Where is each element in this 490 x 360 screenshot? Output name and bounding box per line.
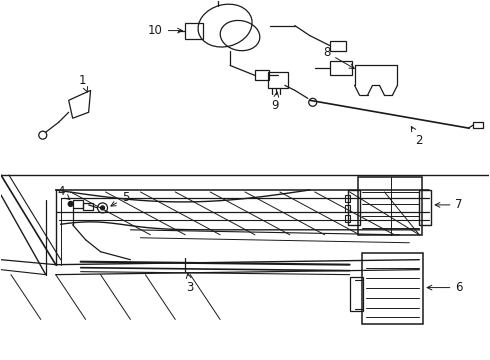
Text: 7: 7 — [435, 198, 463, 211]
Bar — [330, 62, 352, 75]
Bar — [349, 276, 363, 311]
Text: 9: 9 — [271, 92, 279, 112]
Text: 6: 6 — [427, 281, 463, 294]
Bar — [473, 122, 483, 128]
Bar — [255, 71, 269, 80]
Bar — [83, 203, 93, 210]
Text: 2: 2 — [411, 127, 423, 147]
Text: 8: 8 — [323, 46, 354, 68]
Bar — [419, 190, 431, 225]
Bar — [358, 177, 422, 235]
Bar — [330, 41, 345, 50]
Bar — [73, 200, 83, 208]
Bar — [344, 215, 349, 222]
Circle shape — [100, 206, 104, 210]
Text: 5: 5 — [111, 192, 129, 206]
Text: 1: 1 — [79, 74, 88, 92]
Circle shape — [68, 201, 73, 206]
Bar — [344, 195, 349, 202]
Bar — [344, 205, 349, 212]
Bar — [268, 72, 288, 88]
Text: 3: 3 — [186, 274, 194, 294]
Text: 4: 4 — [57, 185, 70, 199]
Bar — [185, 23, 203, 39]
Bar — [362, 253, 423, 324]
Bar — [347, 190, 360, 225]
Text: 10: 10 — [148, 24, 182, 37]
